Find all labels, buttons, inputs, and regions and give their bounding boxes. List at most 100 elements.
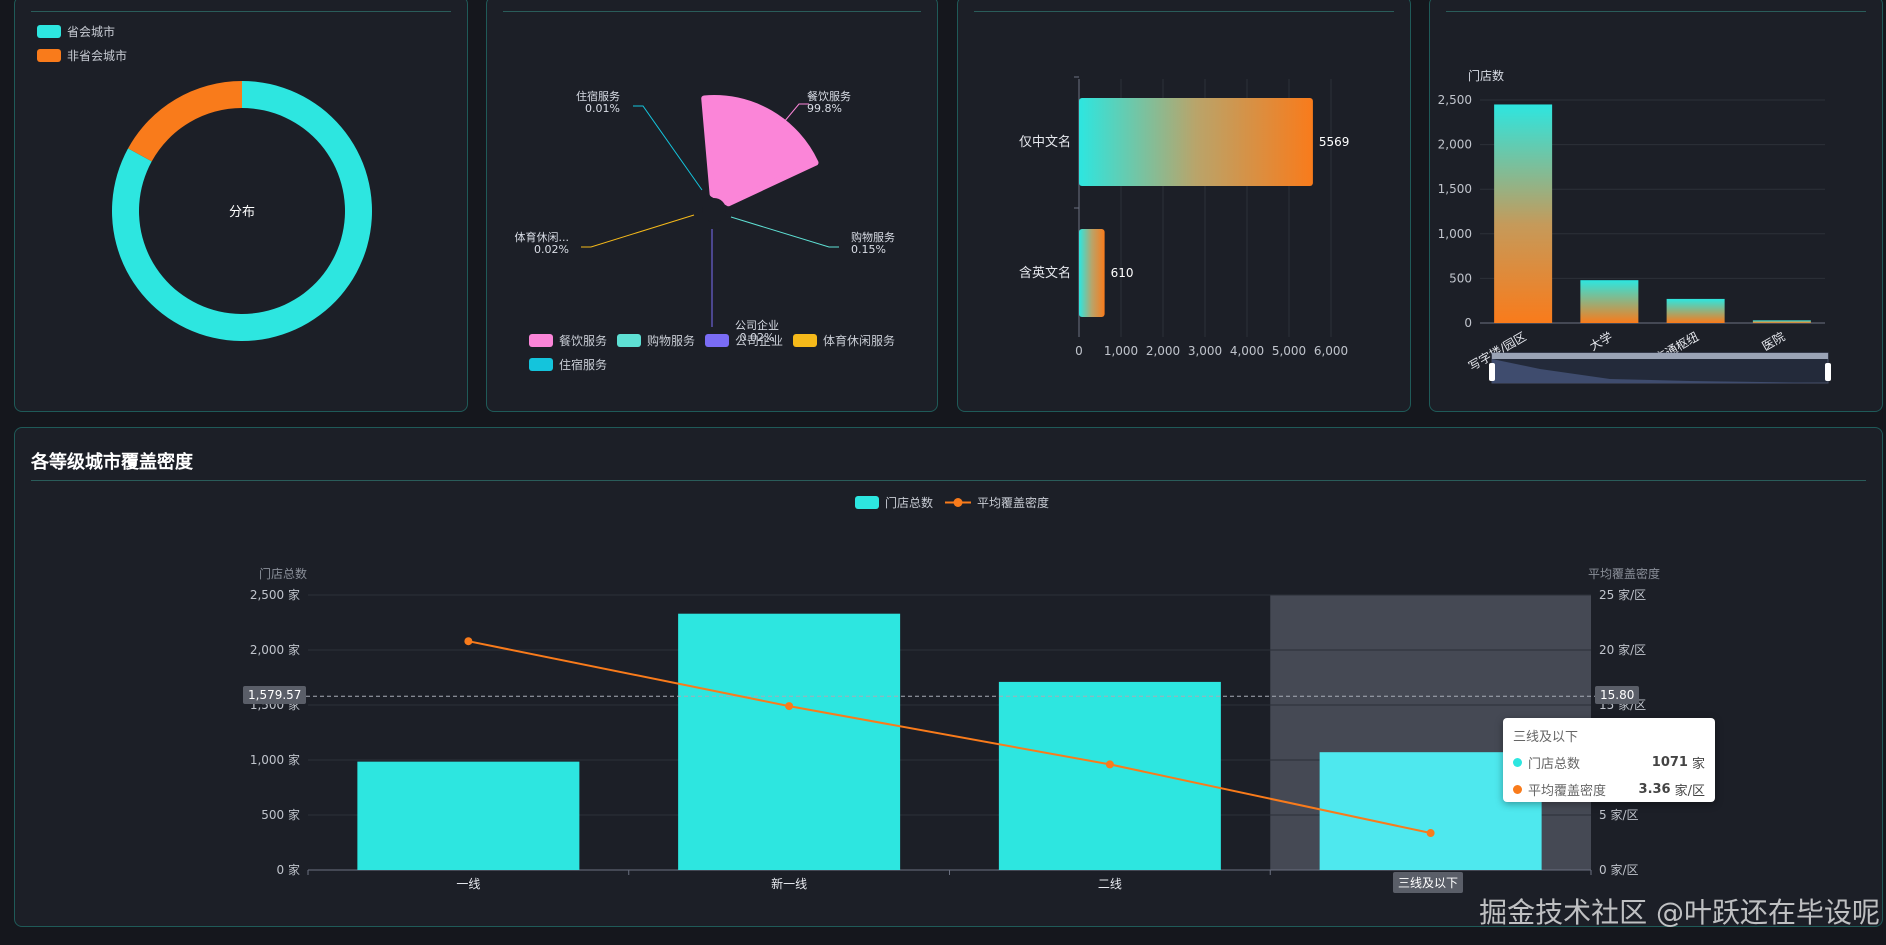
panel-category-rose: 住宿服务 0.01% 餐饮服务 99.8% 体育休闲... 0.02% 购物服务 0.15% 公… — [486, 0, 938, 412]
y-tick-label-right: 25 家/区 — [1599, 587, 1646, 602]
rose-legend-item-shopping[interactable]: 购物服务 — [617, 332, 695, 349]
rose-callout-name: 体育休闲... — [515, 230, 570, 244]
rose-center-hole — [702, 198, 726, 222]
rose-callout-pct: 0.02% — [740, 331, 775, 344]
legend-swatch-hotel — [529, 358, 553, 371]
panel-name-language: 0 1,000 2,000 3,000 4,000 5,000 6,000 仅中文名 5569 含… — [957, 0, 1411, 412]
legend-swatch-capital — [37, 25, 61, 38]
y-axis-title-right: 平均覆盖密度 — [1588, 566, 1660, 581]
y-tick-label-right: 5 家/区 — [1599, 807, 1639, 822]
hbar-category-label: 仅中文名 — [1019, 134, 1071, 150]
datazoom-preview — [1492, 359, 1828, 383]
hbar-x-tick-label: 5,000 — [1272, 344, 1306, 358]
rose-callout-name: 餐饮服务 — [807, 89, 851, 103]
legend-label-shopping: 购物服务 — [647, 334, 696, 348]
panel-title-divider — [31, 480, 1866, 481]
tooltip-row-unit: 家/区 — [1674, 784, 1705, 799]
rose-callout-name: 住宿服务 — [576, 89, 620, 103]
legend-item-capital[interactable]: 省会城市 — [37, 23, 115, 40]
vbar-y-axis-title: 门店数 — [1468, 68, 1504, 83]
chart-tooltip: 三线及以下 门店总数 1071 家 平均覆盖密度 3.36 家/区 — [1503, 718, 1715, 802]
density-point — [1105, 760, 1114, 769]
tooltip-row-label: 平均覆盖密度 — [1528, 784, 1607, 799]
vbar-y-tick-label: 0 — [1464, 316, 1472, 330]
legend-label-capital: 省会城市 — [67, 25, 116, 39]
legend-label-sports: 体育休闲服务 — [823, 334, 896, 348]
rose-legend-item-food[interactable]: 餐饮服务 — [529, 332, 607, 349]
rose-legend-item-sports[interactable]: 体育休闲服务 — [793, 332, 895, 349]
hbar-data-label: 610 — [1111, 266, 1134, 280]
y-tick-label-right: 0 家/区 — [1599, 862, 1639, 877]
density-point — [1426, 829, 1435, 838]
legend-line-marker — [945, 498, 971, 507]
vbar-bar — [1666, 298, 1725, 323]
tooltip-row-avg-density: 平均覆盖密度 3.36 家/区 — [1513, 780, 1705, 799]
legend-item-avg-density[interactable]: 平均覆盖密度 — [945, 494, 1049, 511]
page-title: 各等级城市覆盖密度 — [31, 452, 193, 473]
axis-pointer-left-label: 1,579.57 — [243, 686, 307, 704]
tooltip-row-value: 3.36 — [1638, 782, 1671, 797]
vbar-bar — [1752, 320, 1811, 323]
panel-title-divider — [974, 11, 1394, 12]
hbar-bar — [1079, 98, 1313, 186]
vbar-y-tick-label: 2,500 — [1438, 93, 1472, 107]
y-tick-label-left: 1,000 家 — [250, 752, 300, 767]
tooltip-row-store-total: 门店总数 1071 家 — [1513, 753, 1705, 772]
hbar-x-tick-label: 4,000 — [1230, 344, 1264, 358]
x-tick-label: 新一线 — [771, 876, 807, 891]
legend-swatch-company — [705, 334, 729, 347]
tooltip-dot-orange — [1513, 785, 1522, 794]
hbar-data-label: 5569 — [1319, 135, 1350, 149]
rose-callout-line — [730, 216, 839, 248]
tooltip-title: 三线及以下 — [1513, 730, 1579, 745]
legend-swatch-shopping — [617, 334, 641, 347]
tooltip-row-label: 门店总数 — [1528, 757, 1581, 772]
combo-bar — [357, 761, 580, 870]
hbar-x-tick-label: 0 — [1075, 344, 1083, 358]
rose-callout-pct: 0.01% — [585, 102, 620, 115]
legend-label-hotel: 住宿服务 — [559, 358, 608, 372]
density-point — [785, 702, 794, 711]
vbar-y-tick-label: 1,500 — [1438, 182, 1472, 196]
vbar-bar — [1494, 104, 1553, 324]
rose-callout-line — [581, 214, 695, 248]
donut-center-label: 分布 — [229, 205, 255, 220]
panel-location-type: 门店数 0 500 1,000 1,500 2,000 2,500 写字楼/园区 大学 交通枢纽医… — [1429, 0, 1883, 412]
watermark: 掘金技术社区 @叶跃还在毕设呢 — [1479, 896, 1880, 929]
tooltip-row-value: 1071 — [1651, 755, 1688, 770]
vbar-x-tick-label: 医院 — [1760, 329, 1788, 353]
combo-bar — [678, 613, 901, 870]
legend-label-avg-density: 平均覆盖密度 — [977, 496, 1050, 510]
vbar-bar — [1580, 280, 1639, 323]
axis-pointer-right-label: 15.80 — [1595, 686, 1640, 704]
y-tick-label-left: 500 家 — [261, 807, 300, 822]
vbar-x-tick-label: 大学 — [1587, 329, 1615, 354]
rose-callout-name: 购物服务 — [851, 230, 895, 244]
hbar-x-tick-label: 3,000 — [1188, 344, 1222, 358]
tooltip-row-unit: 家 — [1691, 757, 1705, 772]
rose-callout-name: 公司企业 — [735, 318, 779, 332]
vertical-bar-chart: 门店数05001,0001,5002,0002,500写字楼/园区 大学 交通枢纽医… — [1438, 68, 1831, 384]
rose-chart: 住宿服务0.01%餐饮服务99.8%体育休闲...0.02%购物服务0.15%公… — [515, 89, 896, 344]
hbar-category-label: 含英文名 — [1019, 265, 1071, 281]
tooltip-dot-cyan — [1513, 758, 1522, 767]
y-tick-label-left: 2,000 家 — [250, 642, 300, 657]
legend-label-store-total: 门店总数 — [885, 496, 934, 510]
datazoom-top-bar — [1492, 353, 1828, 359]
legend-item-store-total[interactable]: 门店总数 — [855, 494, 933, 511]
panel-city-distribution: 省会城市 非省会城市 分布 — [14, 0, 468, 412]
hbar-x-tick-label: 6,000 — [1314, 344, 1348, 358]
legend-item-noncapital[interactable]: 非省会城市 — [37, 47, 127, 64]
x-tick-label: 一线 — [456, 877, 480, 891]
x-tick-label: 二线 — [1098, 877, 1122, 891]
horizontal-bar-chart: 0 1,000 2,000 3,000 4,000 5,000 6,000 仅中文名 5569 含… — [1019, 76, 1350, 358]
panel-title-divider — [1446, 11, 1866, 12]
hbar-bar — [1079, 229, 1105, 317]
combo-bar — [998, 681, 1221, 870]
legend-label-company: 公司企业 — [735, 334, 784, 348]
rose-callout-pct: 0.15% — [851, 243, 886, 256]
rose-legend-item-hotel[interactable]: 住宿服务 — [529, 356, 607, 373]
rose-legend-item-company[interactable]: 公司企业 — [705, 332, 783, 349]
